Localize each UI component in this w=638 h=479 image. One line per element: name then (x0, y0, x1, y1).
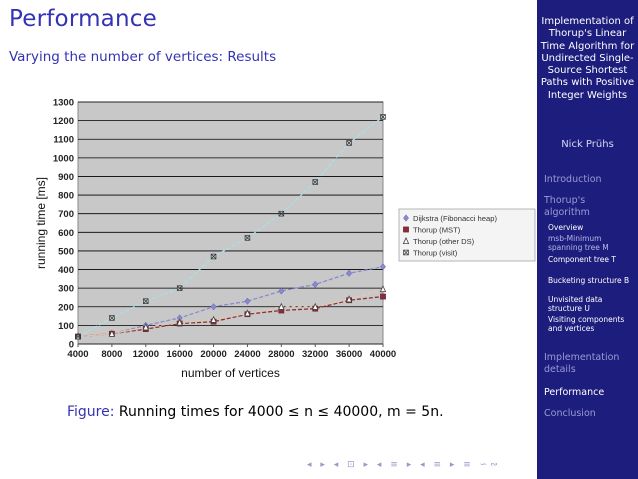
data-point-cross (403, 249, 409, 256)
data-point-cross (244, 235, 251, 241)
data-point (312, 179, 318, 185)
caption-text: Running times for 4000 ≤ n ≤ 40000, m = … (118, 404, 444, 420)
legend-entry: Thorup (MST) (413, 226, 461, 235)
sidebar-subitem-overview[interactable]: Overview (548, 223, 584, 232)
figure-caption: Figure: Running times for 4000 ≤ n ≤ 400… (67, 404, 444, 420)
legend-entry: Dijkstra (Fibonacci heap) (413, 214, 497, 223)
x-tick-label: 20000 (200, 349, 226, 360)
sidebar-item-thorups-algorithm[interactable]: Thorup's algorithm (544, 195, 590, 218)
data-point (109, 315, 115, 321)
y-tick-label: 600 (58, 228, 74, 239)
data-point-cross (143, 298, 149, 304)
data-point (75, 333, 81, 340)
data-point (403, 214, 409, 222)
data-point (143, 298, 149, 304)
x-tick-label: 36000 (336, 349, 362, 360)
legend-box (398, 208, 536, 262)
data-point (346, 140, 352, 146)
x-tick-label: 24000 (234, 349, 260, 360)
y-axis-label: running time [ms] (34, 177, 48, 269)
data-point-cross (278, 211, 284, 217)
y-tick-label: 700 (58, 209, 74, 220)
y-tick-label: 400 (58, 265, 74, 276)
y-tick-label: 100 (58, 321, 74, 332)
x-tick-label: 16000 (166, 349, 192, 360)
data-point (278, 210, 285, 217)
data-point-cross (380, 114, 386, 120)
sidebar-subitem-visiting[interactable]: Visiting components and vertices (548, 315, 625, 333)
sidebar-item-conclusion[interactable]: Conclusion (544, 408, 596, 419)
data-point (244, 309, 251, 317)
sidebar-item-performance[interactable]: Performance (544, 387, 605, 398)
x-tick-label: 4000 (67, 349, 88, 360)
beamer-navigation-symbols[interactable]: ◂ ▸ ◂ ⊡ ▸ ◂ ≡ ▸ ◂ ≡ ▸ ≡ ∽∾ (307, 460, 501, 470)
legend-entry: Thorup (visit) (413, 249, 458, 258)
data-point (176, 318, 183, 326)
x-tick-label: 28000 (268, 349, 294, 360)
series-line-3 (77, 116, 384, 338)
frame-subtitle: Varying the number of vertices: Results (9, 49, 277, 65)
y-tick-label: 900 (58, 172, 74, 183)
y-tick-label: 0 (69, 340, 74, 351)
plot-area (77, 101, 384, 345)
series-line-2 (77, 288, 384, 338)
data-point (403, 226, 409, 233)
data-point (345, 295, 353, 303)
sidebar-subitem-component-tree[interactable]: Component tree T (548, 255, 616, 264)
legend-entry: Thorup (other DS) (413, 237, 475, 246)
series-line-1 (77, 295, 384, 338)
data-point (346, 269, 353, 277)
sidebar-author[interactable]: Nick Prühs (561, 139, 614, 150)
running-time-chart: 0 100 200 300 400 500 600 700 800 900 1000 1100 1200… (34, 98, 536, 380)
y-tick-label: 300 (58, 284, 74, 295)
x-tick-label: 32000 (302, 349, 328, 360)
y-tick-label: 1000 (53, 153, 74, 164)
y-tick-label: 200 (58, 302, 74, 313)
sidebar-item-introduction[interactable]: Introduction (544, 174, 602, 185)
data-point (244, 297, 251, 305)
y-tick-label: 500 (58, 246, 74, 257)
sidebar-subitem-bucketing[interactable]: Bucketing structure B (548, 276, 630, 285)
data-point (312, 302, 319, 310)
y-tick-label: 1100 (53, 135, 74, 146)
data-point (380, 114, 386, 120)
data-point (402, 236, 410, 245)
data-point (210, 315, 217, 323)
data-point (244, 235, 251, 241)
data-point (278, 287, 285, 295)
data-point-cross (75, 333, 81, 340)
y-tick-label: 1300 (53, 98, 74, 109)
sidebar-item-implementation-details[interactable]: Implementation details (544, 352, 620, 375)
data-point (108, 329, 116, 337)
sidebar-talk-title[interactable]: Implementation of Thorup's Linear Time A… (540, 16, 635, 101)
data-point-cross (177, 285, 183, 291)
sidebar-subitem-mst[interactable]: msb-Minimum spanning tree M (548, 234, 609, 252)
data-point (176, 285, 183, 291)
x-tick-label: 12000 (133, 349, 159, 360)
frame-title: Performance (9, 6, 157, 32)
data-point (380, 293, 386, 300)
data-point-cross (312, 179, 318, 185)
data-point-cross (210, 253, 217, 260)
x-tick-label: 8000 (101, 349, 122, 360)
data-point (210, 253, 217, 260)
chart-area: 0 100 200 300 400 500 600 700 800 900 1000 1100 1200… (31, 91, 541, 391)
data-point (278, 302, 285, 310)
data-point (403, 249, 409, 256)
sidebar-subitem-unvisited[interactable]: Unvisited data structure U (548, 295, 603, 313)
data-point (142, 323, 149, 331)
data-point-cross (109, 315, 115, 321)
data-point (379, 285, 387, 293)
x-axis-label: number of vertices (181, 366, 280, 380)
x-tick-label: 40000 (370, 349, 396, 360)
series-line-0 (77, 266, 384, 338)
y-tick-label: 1200 (53, 116, 74, 127)
y-tick-label: 800 (58, 191, 74, 202)
data-point (380, 263, 386, 271)
data-point (312, 280, 319, 289)
data-point (210, 303, 217, 311)
data-point-cross (346, 140, 352, 146)
caption-label: Figure: (67, 404, 115, 420)
sidebar: Implementation of Thorup's Linear Time A… (537, 0, 638, 479)
